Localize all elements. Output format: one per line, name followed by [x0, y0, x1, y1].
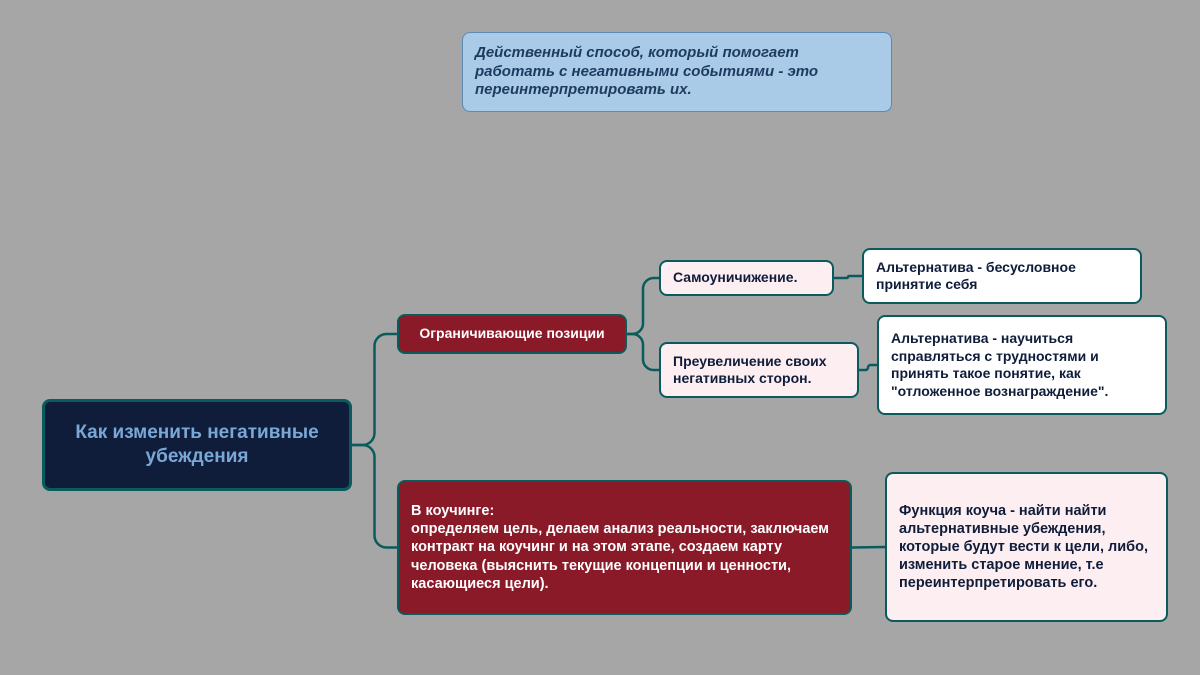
coach-function-text: Функция коуча - найти найти альтернативн… — [899, 502, 1154, 593]
root-node: Как изменить негативные убеждения — [42, 399, 352, 491]
alt-self-acceptance-node: Альтернатива - бесусловное принятие себя — [862, 248, 1142, 304]
coaching-text: В коучинге: определяем цель, делаем анал… — [411, 502, 838, 593]
exaggeration-text: Преувеличение своих негативных сторон. — [673, 353, 845, 388]
exaggeration-node: Преувеличение своих негативных сторон. — [659, 342, 859, 398]
self-deprecation-text: Самоуничижение. — [673, 269, 797, 287]
diagram-canvas: Действенный способ, который помогает раб… — [0, 0, 1200, 675]
coach-function-node: Функция коуча - найти найти альтернативн… — [885, 472, 1168, 622]
top-banner-note: Действенный способ, который помогает раб… — [462, 32, 892, 112]
coaching-node: В коучинге: определяем цель, делаем анал… — [397, 480, 852, 615]
self-deprecation-node: Самоуничижение. — [659, 260, 834, 296]
limiting-positions-node: Ограничивающие позиции — [397, 314, 627, 354]
alt-self-acceptance-text: Альтернатива - бесусловное принятие себя — [876, 259, 1128, 294]
alt-exaggeration-text: Альтернатива - научиться справляться с т… — [891, 330, 1153, 400]
root-node-text: Как изменить негативные убеждения — [57, 421, 337, 469]
top-banner-text: Действенный способ, который помогает раб… — [475, 44, 879, 100]
alt-exaggeration-node: Альтернатива - научиться справляться с т… — [877, 315, 1167, 415]
limiting-positions-text: Ограничивающие позиции — [419, 325, 604, 343]
